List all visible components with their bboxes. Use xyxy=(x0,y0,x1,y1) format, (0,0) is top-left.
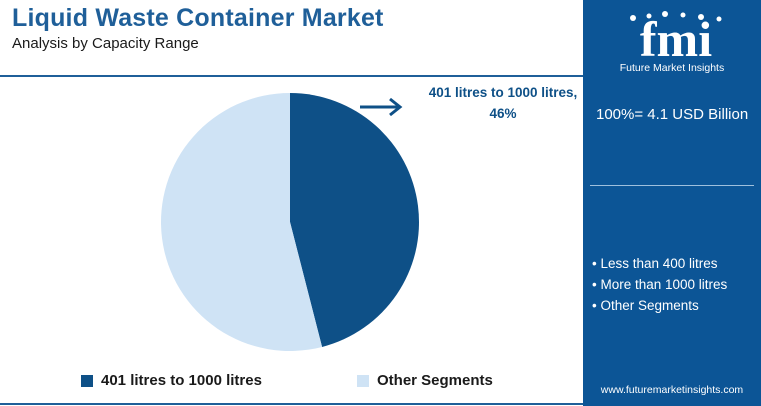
legend-item-401-1000: 401 litres to 1000 litres xyxy=(81,372,262,389)
footer-divider xyxy=(0,403,583,405)
segment-item: Other Segments xyxy=(592,295,727,316)
legend-label: Other Segments xyxy=(377,372,493,389)
chart-title: Liquid Waste Container Market xyxy=(12,4,384,32)
legend-swatch xyxy=(81,374,93,387)
pie-slice-401-litres-to-1000-litres xyxy=(290,93,420,347)
website-link[interactable]: www.futuremarketinsights.com xyxy=(600,384,744,396)
header-divider xyxy=(0,75,583,77)
logo-tagline: Future Market Insights xyxy=(619,62,725,74)
legend-swatch xyxy=(357,374,369,387)
chart-subtitle: Analysis by Capacity Range xyxy=(12,35,199,52)
pie-chart xyxy=(161,93,420,351)
info-sidebar: fmi Future Market Insights 100%= 4.1 USD… xyxy=(583,0,761,406)
fmi-logo-text: fmi xyxy=(640,11,712,67)
pie-slice-other-segments xyxy=(161,93,323,351)
fmi-logo: fmi xyxy=(630,11,722,67)
arrow-right-icon xyxy=(360,97,403,117)
segment-item: More than 1000 litres xyxy=(592,274,727,295)
slice-callout: 401 litres to 1000 litres, 46% xyxy=(428,85,578,121)
legend-label: 401 litres to 1000 litres xyxy=(101,372,262,389)
legend-item-other-segments: Other Segments xyxy=(357,372,493,389)
segment-list: Less than 400 litres More than 1000 litr… xyxy=(592,253,727,316)
sidebar-divider xyxy=(590,185,754,186)
segment-item: Less than 400 litres xyxy=(592,253,727,274)
market-total: 100%= 4.1 USD Billion xyxy=(596,106,749,123)
